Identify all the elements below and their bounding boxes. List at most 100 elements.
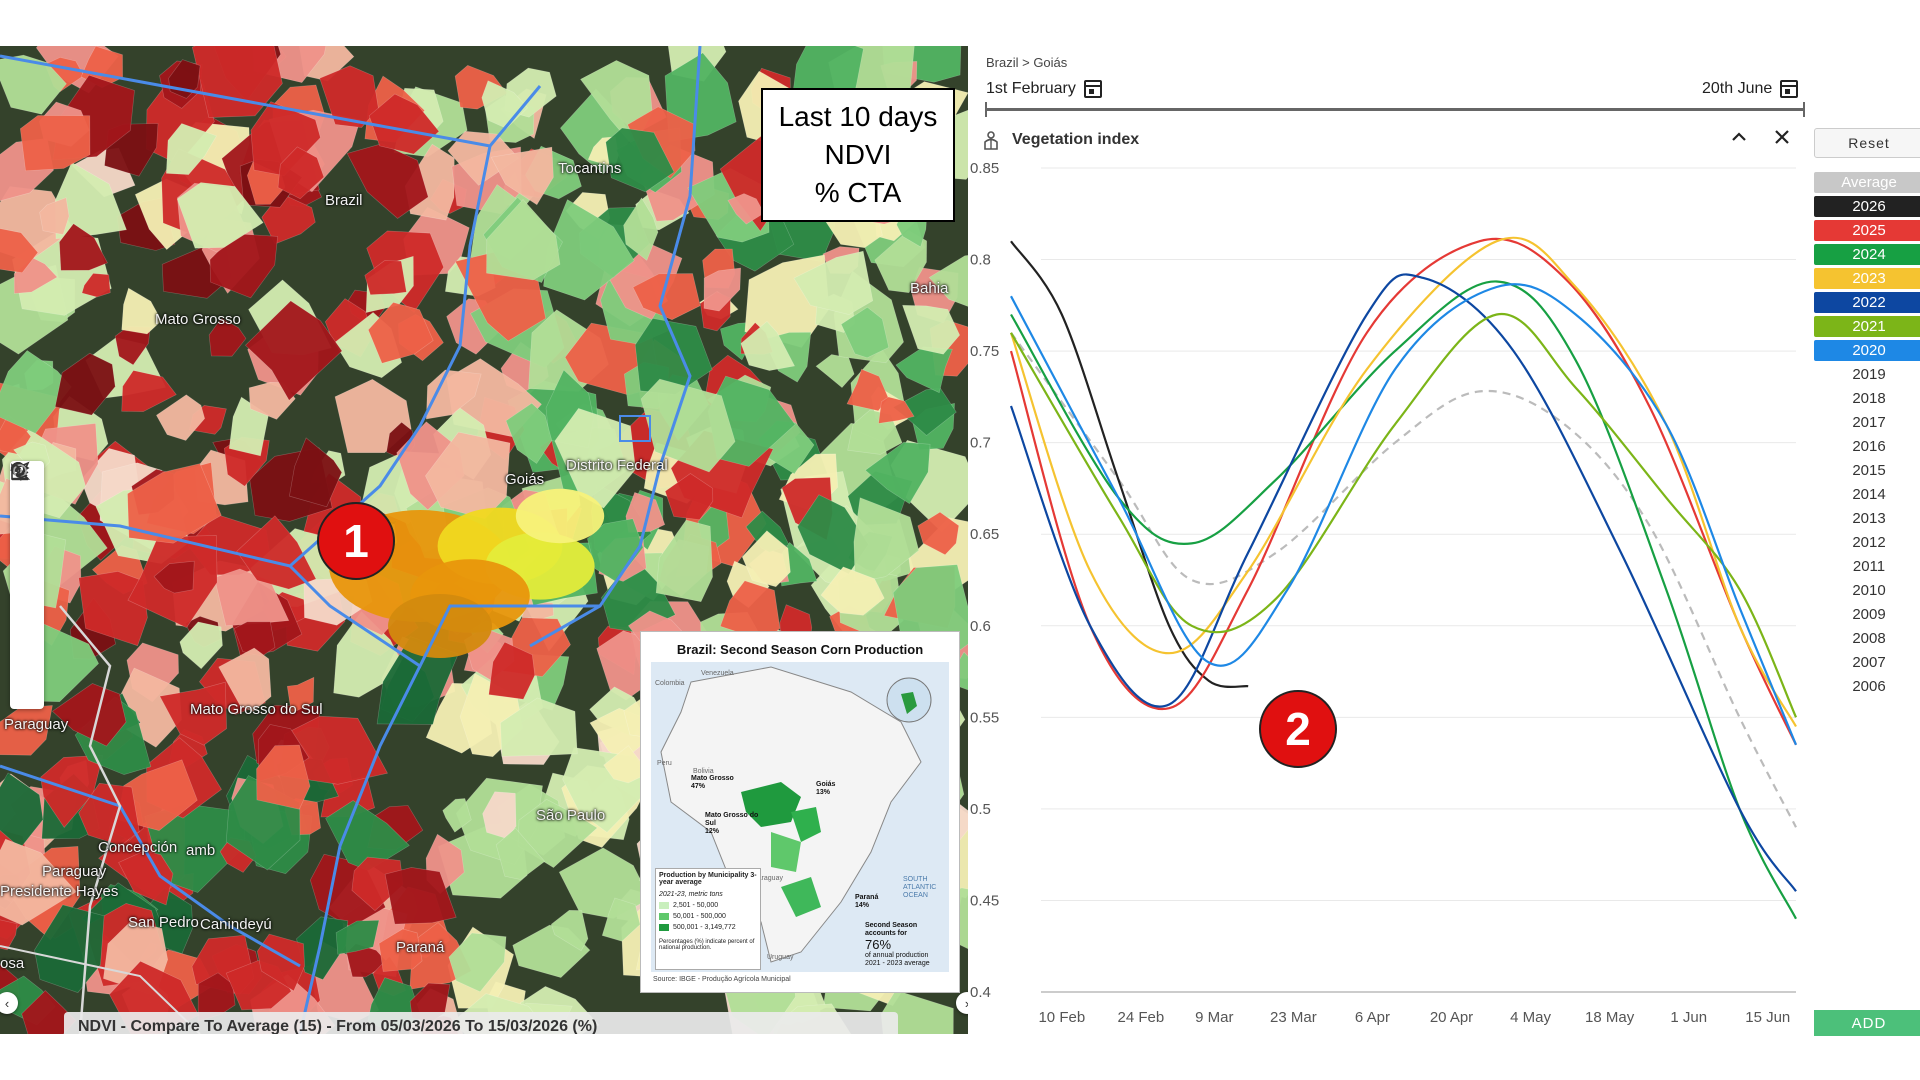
municipality-polygons — [0, 46, 968, 1034]
x-tick-label: 10 Feb — [1038, 1009, 1085, 1026]
draw-icon[interactable] — [12, 464, 42, 705]
year-toggle-2023[interactable]: 2023 — [1814, 268, 1920, 289]
navigate-icon[interactable] — [10, 461, 42, 585]
inset-state-mato-grosso: Mato Grosso 47% — [691, 775, 734, 790]
municipality-polygon — [378, 928, 423, 972]
year-toggle-2008[interactable]: 2008 — [1852, 630, 1886, 647]
municipality-polygon — [244, 300, 343, 401]
map-view[interactable]: Mato Grosso Brazil Tocantins Bahia Goiás… — [0, 46, 968, 1034]
municipality-polygon — [664, 473, 714, 521]
municipality-polygon — [486, 198, 561, 281]
inset-title: Brazil: Second Season Corn Production — [676, 642, 924, 657]
municipality-polygon — [81, 273, 111, 298]
municipality-polygon — [127, 463, 222, 544]
y-tick-label: 0.8 — [970, 252, 991, 269]
year-toggle-2021[interactable]: 2021 — [1814, 316, 1920, 337]
analysis-panel — [968, 46, 1920, 1046]
municipality-polygon — [895, 346, 953, 394]
year-toggle-2006[interactable]: 2006 — [1852, 678, 1886, 695]
municipality-polygon — [793, 250, 874, 315]
map-label-mato-grosso: Mato Grosso — [155, 311, 241, 328]
year-toggle-2015[interactable]: 2015 — [1852, 462, 1886, 479]
series-line-2020 — [1010, 283, 1798, 746]
municipality-polygon — [296, 916, 349, 980]
municipality-polygon — [117, 759, 198, 831]
year-toggle-2019[interactable]: 2019 — [1852, 366, 1886, 383]
municipality-polygon — [51, 683, 127, 747]
year-toggle-2024[interactable]: 2024 — [1814, 244, 1920, 265]
collapse-chevron-up-icon[interactable] — [1730, 128, 1748, 151]
layer-caption-box: Last 10 days NDVI % CTA — [761, 88, 955, 222]
municipality-polygon — [351, 856, 404, 912]
inset-country-uruguay: Uruguay — [767, 954, 794, 961]
year-toggle-2017[interactable]: 2017 — [1852, 414, 1886, 431]
map-label-san-pedro: San Pedro — [128, 914, 199, 931]
municipality-polygon — [118, 850, 174, 906]
search-icon[interactable] — [11, 462, 42, 615]
year-toggle-2012[interactable]: 2012 — [1852, 534, 1886, 551]
y-tick-label: 0.5 — [970, 801, 991, 818]
x-tick-label: 4 May — [1510, 1009, 1551, 1026]
inset-country-paraguay: Paraguay — [753, 875, 783, 882]
caption-line-2: NDVI — [824, 139, 892, 170]
inset-summary: Second Season accounts for 76% of annual… — [865, 922, 930, 967]
municipality-polygon — [625, 492, 666, 533]
ndvi-legend: NDVI - Compare To Average (15) - From 05… — [64, 1012, 898, 1034]
municipality-polygon — [495, 827, 546, 880]
municipality-polygon — [34, 904, 105, 993]
municipality-polygon — [605, 127, 675, 193]
municipality-polygon — [703, 267, 742, 312]
reset-button[interactable]: Reset — [1814, 128, 1920, 158]
year-toggle-2011[interactable]: 2011 — [1852, 558, 1886, 575]
municipality-polygon — [505, 402, 553, 464]
year-toggle-2009[interactable]: 2009 — [1852, 606, 1886, 623]
municipality-polygon — [0, 705, 53, 756]
year-toggle-2026[interactable]: 2026 — [1814, 196, 1920, 217]
municipality-polygon — [191, 46, 283, 118]
municipality-polygon — [554, 408, 636, 509]
year-toggle-average[interactable]: Average — [1814, 172, 1920, 193]
year-toggle-2014[interactable]: 2014 — [1852, 486, 1886, 503]
year-toggle-2020[interactable]: 2020 — [1814, 340, 1920, 361]
year-toggle-2022[interactable]: 2022 — [1814, 292, 1920, 313]
year-toggle-2007[interactable]: 2007 — [1852, 654, 1886, 671]
series-line-2024 — [1010, 280, 1797, 920]
municipality-polygon — [59, 223, 108, 271]
municipality-polygon — [159, 681, 227, 746]
municipality-polygon — [820, 566, 885, 616]
municipality-polygon — [156, 394, 206, 441]
year-toggle-2013[interactable]: 2013 — [1852, 510, 1886, 527]
year-toggle-2010[interactable]: 2010 — [1852, 582, 1886, 599]
annotation-marker-1: 1 — [317, 502, 395, 580]
series-line-2022 — [1009, 273, 1797, 892]
municipality-polygon — [864, 441, 931, 505]
y-tick-label: 0.75 — [970, 343, 999, 360]
breadcrumb[interactable]: Brazil > Goiás — [986, 55, 1068, 70]
municipality-polygon — [442, 798, 472, 833]
municipality-polygon — [176, 182, 264, 249]
municipality-polygon — [319, 65, 379, 128]
locate-icon[interactable] — [12, 464, 42, 675]
municipality-polygon — [928, 255, 968, 307]
calendar-icon[interactable] — [1780, 80, 1799, 98]
municipality-polygon — [367, 302, 434, 364]
municipality-polygon — [335, 919, 380, 955]
calendar-icon[interactable] — [1083, 80, 1102, 98]
municipality-polygon — [874, 230, 928, 294]
end-date-picker[interactable]: 20th June — [1702, 80, 1799, 98]
zoom-in-icon[interactable] — [11, 462, 42, 525]
municipality-polygon — [632, 273, 701, 321]
measure-icon[interactable] — [11, 463, 42, 645]
close-icon[interactable] — [1773, 126, 1791, 152]
zoom-out-icon[interactable] — [11, 462, 42, 555]
year-toggle-2018[interactable]: 2018 — [1852, 390, 1886, 407]
year-toggle-2016[interactable]: 2016 — [1852, 438, 1886, 455]
collapse-left-chevron-icon[interactable]: ‹ — [0, 992, 18, 1014]
year-toggle-2025[interactable]: 2025 — [1814, 220, 1920, 241]
date-range-slider[interactable] — [985, 102, 1805, 117]
inset-state-mato-grosso-do-sul: Mato Grosso do Sul 12% — [705, 812, 759, 835]
start-date-picker[interactable]: 1st February — [986, 80, 1102, 98]
inset-legend-note: Percentages (%) indicate percent of nati… — [659, 939, 755, 951]
map-label-paraguay-2: Paraguay — [42, 863, 107, 880]
add-button[interactable]: ADD — [1814, 1010, 1920, 1036]
